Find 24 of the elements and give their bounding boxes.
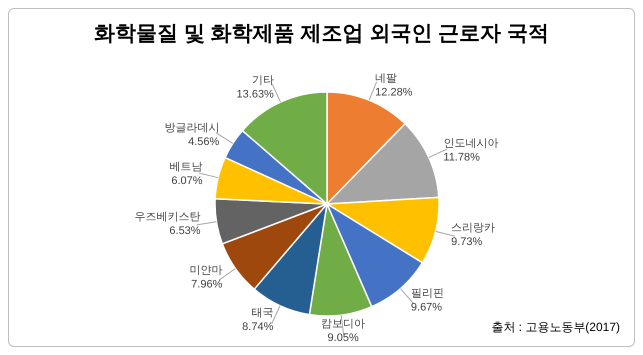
source-note: 출처 : 고용노동부(2017): [491, 319, 620, 336]
data-label: 7.96%: [191, 278, 223, 291]
slice-label: 미얀마: [189, 264, 222, 277]
data-label: 8.74%: [242, 321, 274, 334]
data-label: 13.63%: [236, 88, 274, 101]
data-label: 6.53%: [169, 225, 201, 238]
slice-label: 베트남: [170, 160, 203, 173]
slice-label: 방글라데시: [164, 122, 220, 134]
data-label: 9.73%: [451, 236, 483, 248]
slice-label: 필리핀: [410, 288, 444, 300]
slice-label: 인도네시아: [443, 138, 498, 150]
slice-label: 캄보디아: [321, 318, 366, 330]
data-label: 6.07%: [171, 174, 203, 187]
slice-label: 태국: [251, 307, 274, 320]
chart-title: 화학물질 및 화학제품 제조업 외국인 근로자 국적: [92, 21, 550, 47]
data-label: 4.56%: [188, 136, 220, 148]
data-label: 9.05%: [328, 332, 359, 344]
slice-label: 스리랑카: [451, 222, 496, 234]
slice-label: 기타: [252, 74, 274, 87]
data-label: 9.67%: [410, 302, 442, 314]
data-label: 11.78%: [443, 152, 480, 164]
slice-label: 우즈베키스탄: [134, 211, 201, 224]
data-label: 12.28%: [375, 86, 413, 98]
slice-label: 네팔: [375, 72, 398, 84]
